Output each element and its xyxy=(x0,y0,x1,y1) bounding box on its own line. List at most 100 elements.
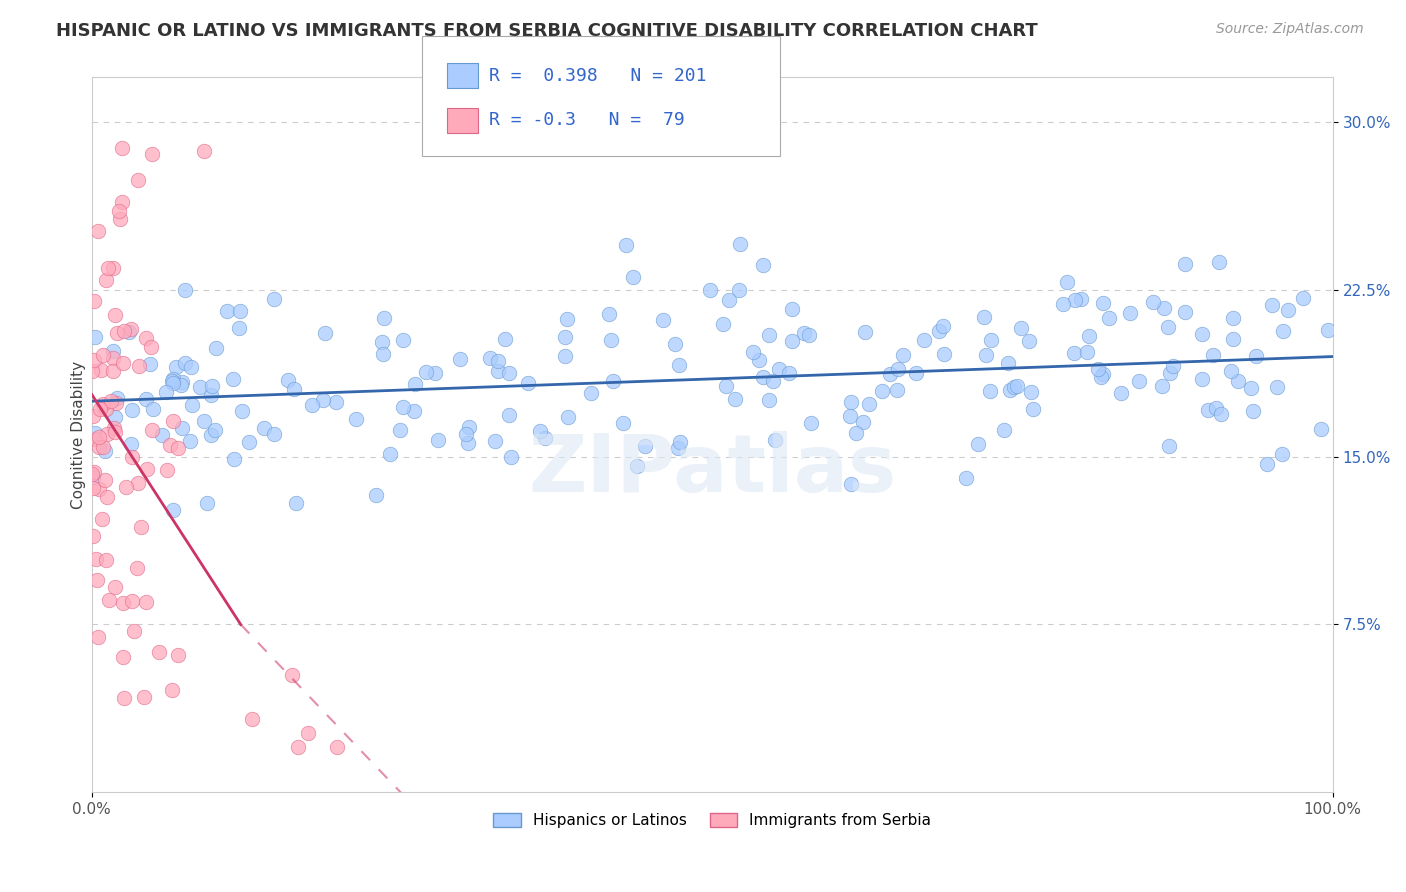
Point xyxy=(179,434,201,448)
Point xyxy=(104,425,127,439)
Point xyxy=(1002,380,1025,394)
Point xyxy=(449,352,471,367)
Point xyxy=(554,349,576,363)
Point xyxy=(121,594,143,608)
Point xyxy=(1222,332,1244,346)
Point xyxy=(364,487,387,501)
Point xyxy=(181,399,204,413)
Point xyxy=(141,423,163,437)
Text: HISPANIC OR LATINO VS IMMIGRANTS FROM SERBIA COGNITIVE DISABILITY CORRELATION CH: HISPANIC OR LATINO VS IMMIGRANTS FROM SE… xyxy=(56,22,1038,40)
Point xyxy=(93,348,115,362)
Point xyxy=(94,473,117,487)
Point xyxy=(516,376,538,391)
Point xyxy=(993,423,1015,437)
Point xyxy=(87,430,110,444)
Point xyxy=(1157,320,1180,334)
Point xyxy=(252,421,274,435)
Point xyxy=(724,392,747,406)
Point xyxy=(666,441,689,455)
Point xyxy=(1161,359,1184,374)
Point xyxy=(934,347,956,361)
Point xyxy=(612,416,634,430)
Point xyxy=(100,394,122,409)
Point xyxy=(879,367,901,381)
Point xyxy=(598,307,620,321)
Point xyxy=(484,434,506,448)
Point xyxy=(222,372,245,386)
Point xyxy=(94,553,117,567)
Point xyxy=(104,580,127,594)
Point xyxy=(741,345,763,359)
Point xyxy=(155,385,177,400)
Point xyxy=(768,362,790,376)
Point xyxy=(1157,439,1180,453)
Point xyxy=(1153,301,1175,316)
Point xyxy=(200,379,222,393)
Point xyxy=(120,322,142,336)
Point xyxy=(160,374,183,388)
Point xyxy=(1220,364,1243,378)
Point xyxy=(905,366,928,380)
Point xyxy=(103,351,125,365)
Point xyxy=(1226,375,1249,389)
Point xyxy=(111,194,134,209)
Point xyxy=(870,384,893,399)
Point xyxy=(326,740,349,755)
Point xyxy=(912,333,935,347)
Point xyxy=(652,313,675,327)
Point xyxy=(928,324,950,338)
Point xyxy=(142,402,165,417)
Point xyxy=(167,648,190,662)
Point xyxy=(129,520,152,534)
Point xyxy=(1119,306,1142,320)
Point xyxy=(240,712,263,726)
Point xyxy=(1005,379,1028,393)
Point xyxy=(103,364,125,378)
Point xyxy=(205,341,228,355)
Point xyxy=(83,425,105,440)
Point xyxy=(134,690,156,704)
Point xyxy=(1197,402,1219,417)
Point xyxy=(141,147,163,161)
Point xyxy=(167,442,190,456)
Point xyxy=(104,308,127,322)
Point xyxy=(1271,448,1294,462)
Point xyxy=(1277,302,1299,317)
Point xyxy=(980,333,1002,347)
Point xyxy=(86,573,108,587)
Point xyxy=(458,420,481,434)
Point xyxy=(967,437,990,451)
Point xyxy=(228,321,250,335)
Point xyxy=(312,393,335,408)
Point xyxy=(392,400,415,414)
Point xyxy=(1256,457,1278,471)
Point xyxy=(1128,374,1150,388)
Point xyxy=(457,436,479,450)
Point xyxy=(1292,291,1315,305)
Point xyxy=(845,426,868,441)
Point xyxy=(277,373,299,387)
Point xyxy=(486,353,509,368)
Point xyxy=(1191,372,1213,386)
Point xyxy=(778,367,800,381)
Point xyxy=(998,383,1021,397)
Point xyxy=(162,503,184,517)
Point xyxy=(1261,298,1284,312)
Point xyxy=(112,324,135,338)
Point xyxy=(838,409,860,423)
Point xyxy=(112,649,135,664)
Point xyxy=(633,439,655,453)
Text: Source: ZipAtlas.com: Source: ZipAtlas.com xyxy=(1216,22,1364,37)
Point xyxy=(263,427,285,442)
Point xyxy=(454,427,477,442)
Point xyxy=(1150,378,1173,392)
Point xyxy=(602,375,624,389)
Point xyxy=(974,348,997,362)
Point xyxy=(112,691,135,706)
Point xyxy=(389,423,412,437)
Point xyxy=(1109,385,1132,400)
Point xyxy=(533,431,555,445)
Point xyxy=(932,319,955,334)
Point xyxy=(87,631,110,645)
Point xyxy=(105,391,128,405)
